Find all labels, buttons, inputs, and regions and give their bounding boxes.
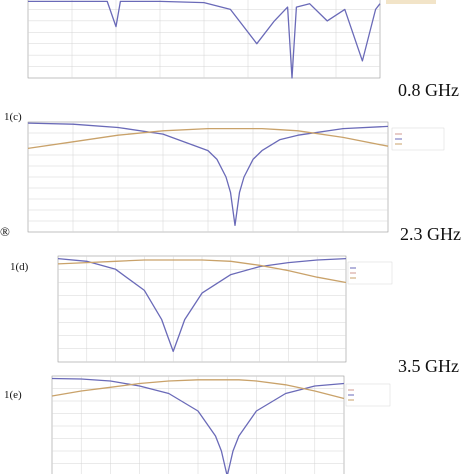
- freq-label-2-3: 2.3 GHz: [400, 224, 461, 244]
- panel-e: [51, 375, 391, 474]
- series-top: [28, 0, 381, 79]
- grid-c: [28, 122, 388, 232]
- series-line-1: [51, 377, 345, 474]
- legend-box-e: [345, 383, 391, 407]
- panel-c: [27, 121, 445, 233]
- series-line-1: [57, 257, 347, 353]
- legend-e: [345, 383, 391, 407]
- series-c: [27, 122, 389, 227]
- panel-label-c: 1(c): [4, 111, 22, 123]
- series-d: [57, 257, 347, 353]
- legend-swatch-top: [386, 0, 436, 4]
- legend-box-c: [391, 127, 445, 151]
- series-line-2: [27, 127, 389, 150]
- grid-e: [52, 376, 344, 474]
- panel-d: [57, 255, 393, 363]
- legend-top: [386, 0, 436, 4]
- grid-top: [28, 0, 380, 78]
- series-line-2: [57, 259, 347, 284]
- left-mark: ®: [0, 224, 10, 239]
- freq-label-0-8: 0.8 GHz: [398, 80, 459, 100]
- series-line-2: [51, 379, 345, 400]
- series-e: [51, 377, 345, 474]
- panel-top: [27, 0, 436, 79]
- legend-c: [391, 127, 445, 151]
- legend-box-d: [347, 261, 393, 285]
- freq-label-3-5: 3.5 GHz: [398, 356, 459, 376]
- series-line-1: [28, 0, 381, 79]
- panel-label-e: 1(e): [4, 389, 22, 401]
- panel-label-d: 1(d): [10, 261, 29, 273]
- legend-d: [347, 261, 393, 285]
- grid-d: [58, 256, 346, 362]
